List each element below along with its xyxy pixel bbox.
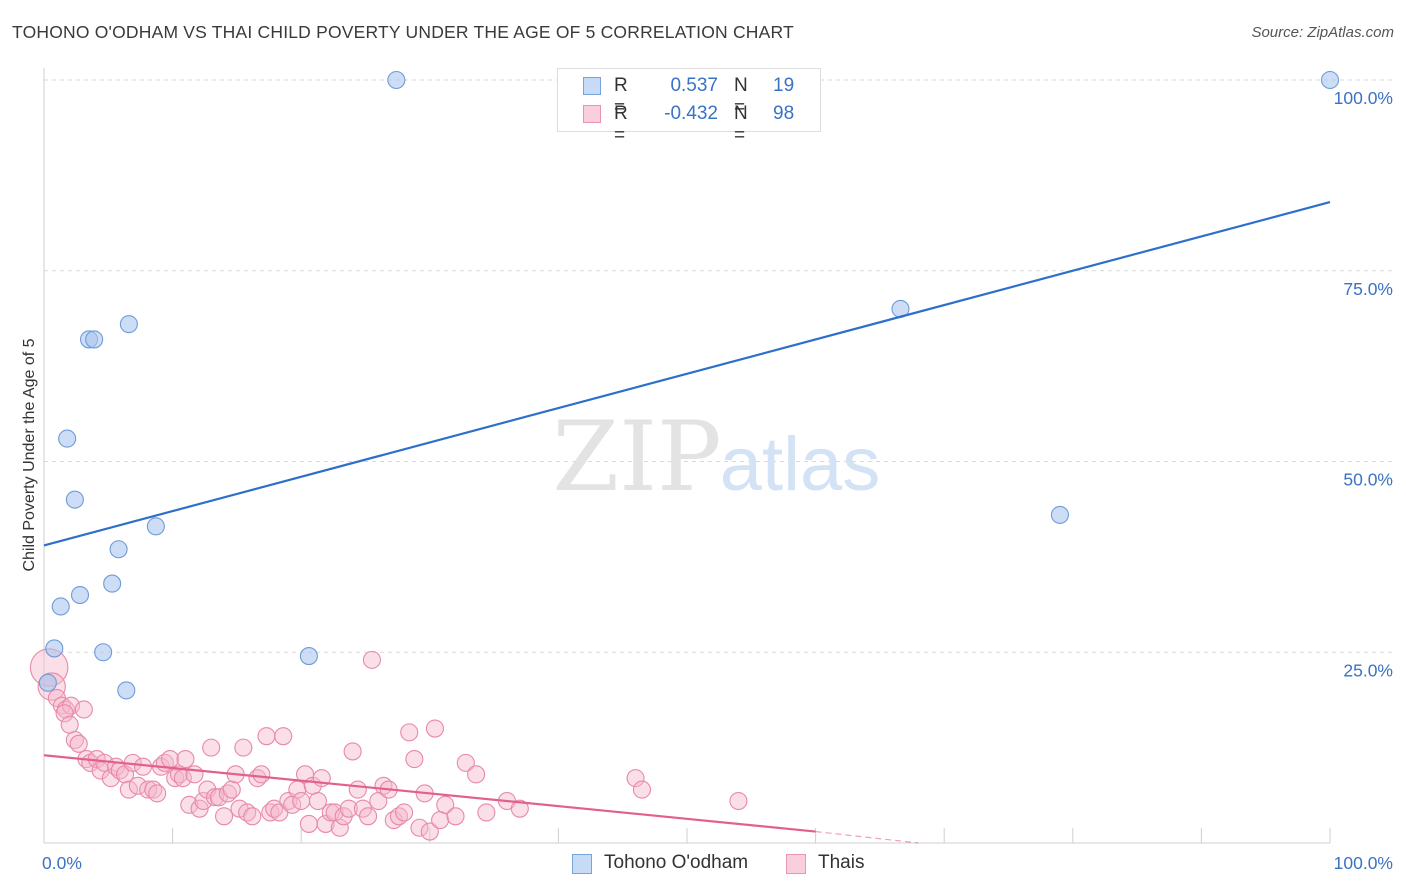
thais-point (299, 814, 318, 833)
thais-point (180, 795, 199, 814)
legend-r-value: -0.432 (664, 103, 718, 124)
tohono-point (1320, 70, 1340, 90)
thais-trend-line (43, 754, 816, 833)
watermark-zip: ZIP (552, 401, 721, 513)
thais-point (214, 807, 234, 826)
legend-n-value: 19 (773, 75, 795, 96)
legend-n-label: N = (734, 75, 748, 118)
tohono-point (58, 429, 77, 448)
tohono-points (38, 70, 1340, 700)
legend-r-label: R = (614, 103, 628, 146)
thais-point (359, 807, 378, 826)
thais-point (467, 765, 486, 784)
legend-swatch-blue (583, 77, 601, 95)
tohono-point (65, 490, 84, 509)
thais-point (176, 750, 195, 769)
thais-trend-extension (815, 830, 919, 844)
thais-point (405, 750, 424, 769)
y-tick-label: 100.0% (1334, 88, 1393, 108)
tohono-point (103, 574, 122, 593)
tohono-point (45, 639, 64, 658)
watermark: ZIP atlas (552, 401, 880, 513)
y-axis-label: Child Poverty Under the Age of 5 (21, 338, 38, 572)
thais-point (477, 803, 496, 822)
source-credit: Source: ZipAtlas.com (1251, 24, 1394, 41)
tick-labels: 25.0% 50.0% 75.0% 100.0% 0.0% 100.0% (42, 88, 1393, 873)
thais-point (222, 780, 241, 799)
thais-point (632, 780, 652, 799)
thais-point (510, 799, 529, 818)
tohono-point (1050, 505, 1069, 524)
thais-point (128, 776, 147, 795)
thais-point (185, 765, 204, 784)
thais-point (431, 811, 450, 830)
thais-point (729, 791, 748, 811)
thais-point (69, 734, 88, 753)
thais-point (252, 765, 271, 784)
trend-lines (43, 201, 1331, 844)
grid-lines (44, 79, 1392, 653)
tohono-point (109, 540, 128, 559)
tohono-point (119, 315, 138, 334)
thais-point (274, 727, 293, 746)
tohono-trend-line (43, 201, 1331, 547)
thais-point (243, 807, 262, 826)
tohono-point (117, 681, 136, 700)
thais-point (234, 738, 253, 757)
thais-point (410, 818, 429, 837)
tohono-point (85, 330, 104, 349)
series-swatch-blue (572, 854, 592, 874)
legend-r-value: 0.537 (670, 75, 718, 96)
thais-point (330, 818, 349, 837)
tohono-point (299, 647, 318, 666)
thais-point (343, 742, 362, 761)
thais-point (339, 799, 358, 818)
y-tick-label: 75.0% (1343, 279, 1393, 299)
x-tick-label: 100.0% (1334, 853, 1393, 873)
y-tick-label: 50.0% (1343, 470, 1393, 490)
thais-point (74, 700, 93, 719)
thais-point (446, 807, 465, 826)
thais-point (456, 753, 475, 772)
thais-point (348, 780, 367, 799)
thais-point (425, 719, 444, 738)
thais-point (362, 650, 381, 669)
legend-r-label: R = (614, 75, 628, 118)
thais-point (292, 791, 311, 811)
thais-point (626, 769, 645, 788)
thais-point (119, 780, 138, 799)
thais-point (420, 822, 439, 841)
chart-title: TOHONO O'ODHAM VS THAI CHILD POVERTY UND… (12, 22, 794, 42)
tohono-point (387, 70, 406, 90)
legend-n-value: 98 (773, 103, 795, 124)
legend-n-label: N = (734, 103, 748, 146)
thais-point (395, 803, 414, 822)
tohono-point (51, 597, 70, 616)
thais-point (60, 715, 79, 734)
series-name: Tohono O'odham (604, 852, 749, 873)
y-tick-label: 25.0% (1343, 660, 1393, 680)
tohono-point (94, 643, 113, 662)
thais-point (160, 750, 180, 769)
legend-swatch-pink (583, 105, 601, 123)
thais-point (194, 791, 213, 811)
thais-point (139, 780, 158, 799)
thais-point (202, 738, 221, 757)
thais-point (257, 727, 276, 746)
series-swatch-pink (786, 854, 806, 874)
thais-points (29, 648, 748, 841)
thais-point (400, 723, 419, 742)
thais-point (148, 784, 167, 803)
x-tick-label: 0.0% (42, 853, 82, 873)
series-name: Thais (818, 852, 865, 873)
thais-point (55, 704, 74, 723)
correlation-legend: R = 0.537 N = 19 R = -0.432 N = 98 (557, 68, 821, 146)
thais-point (436, 795, 455, 814)
tohono-point (146, 517, 165, 536)
tohono-point (70, 585, 90, 605)
tohono-point (38, 673, 57, 692)
watermark-atlas: atlas (720, 422, 881, 507)
thais-point (308, 791, 327, 811)
